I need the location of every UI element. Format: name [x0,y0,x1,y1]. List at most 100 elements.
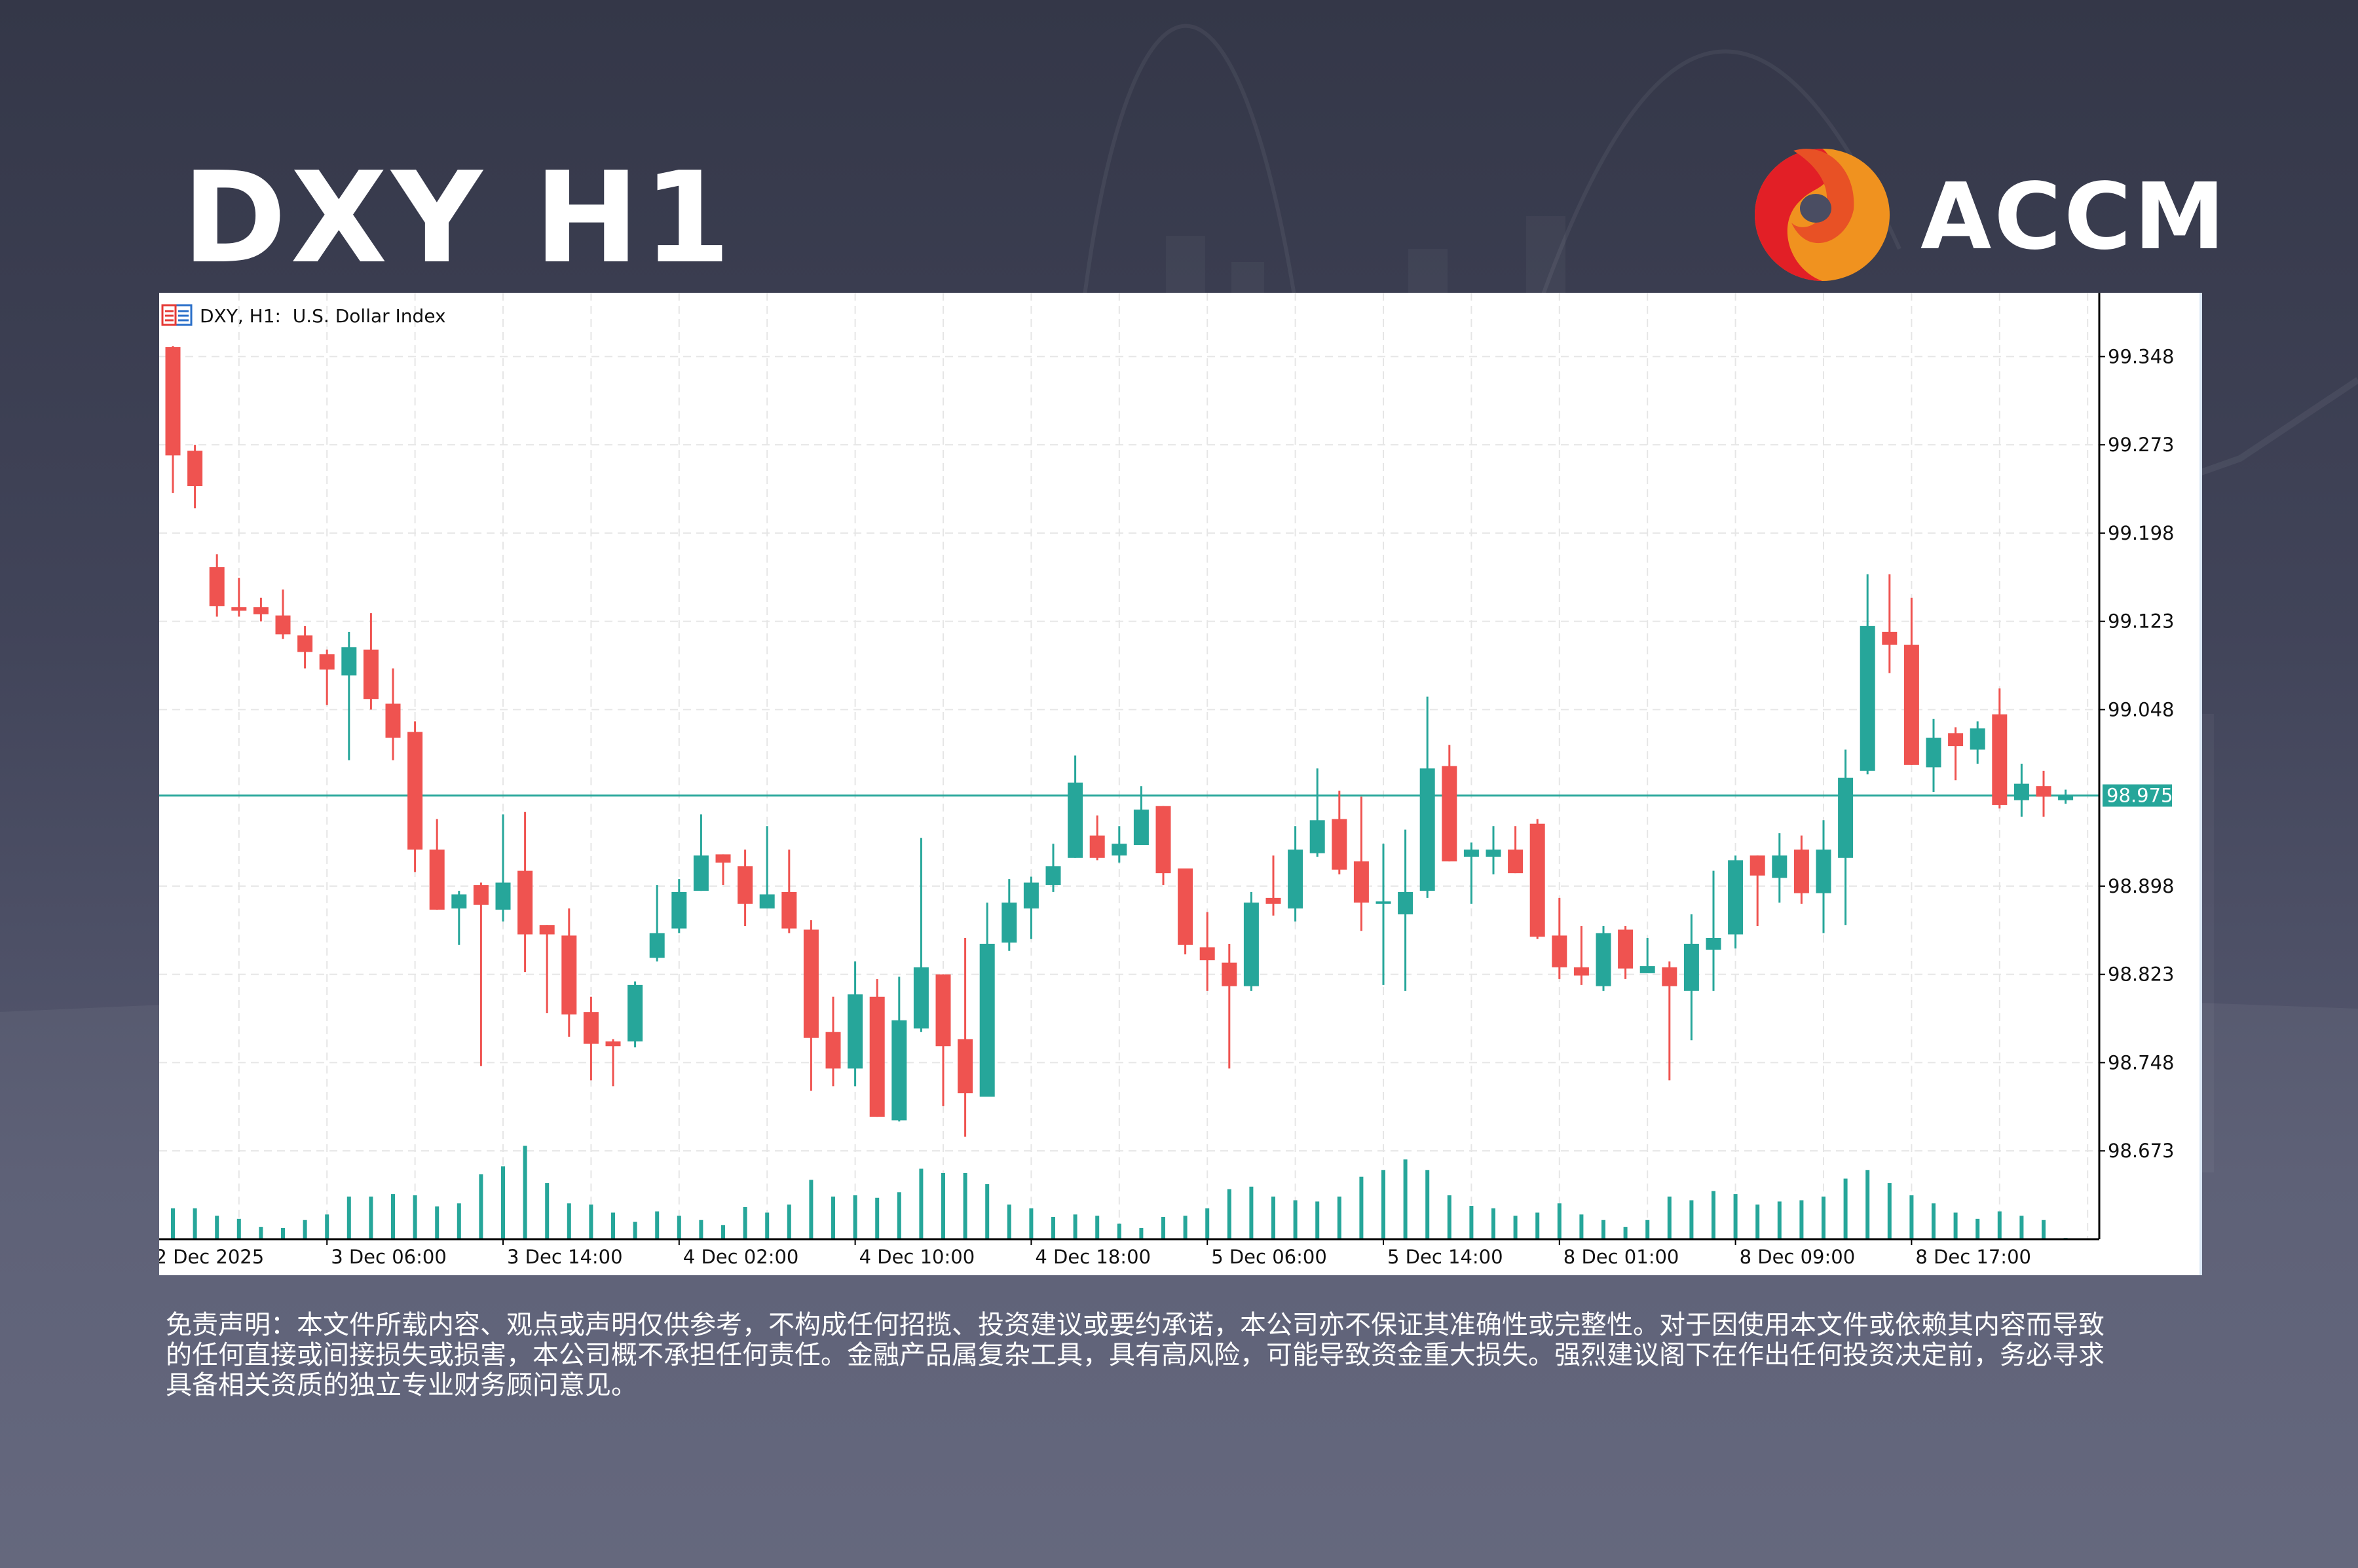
candle-bearish [473,882,489,1066]
candle-bearish [385,668,401,760]
candle-bullish [1772,833,1787,903]
candle-body [517,870,533,935]
candle-bullish [451,891,467,945]
candle-body [759,894,775,909]
candle-bearish [1948,727,1964,781]
candle-body [803,929,819,1038]
candle-body [561,935,577,1015]
candle-bearish [1199,912,1215,991]
candle-body [1442,766,1457,862]
volume-bar [1645,1220,1650,1239]
candle-body [1992,714,2008,805]
candle-body [693,855,709,891]
candle-body [1112,844,1127,856]
volume-bar [545,1183,550,1239]
candle-bearish [1882,574,1898,673]
candle-bullish [1706,870,1721,991]
candle-body [1772,855,1787,878]
volume-bar [523,1146,527,1239]
volume-bar [787,1204,791,1239]
volume-bar [1073,1214,1077,1239]
symbol-icon [161,304,193,326]
candle-body [1089,835,1105,858]
price-tick-label: 98.673 [2108,1140,2174,1162]
candle-body [1376,901,1391,904]
candle-body [1463,849,1479,857]
candle-body [429,849,445,910]
volume-bar [699,1220,703,1239]
volume-bar [985,1184,990,1239]
price-tick-label: 99.048 [2108,698,2174,720]
candle-body [738,866,753,904]
volume-bar [1161,1217,1165,1239]
volume-bar [1491,1208,1495,1239]
volume-bar [1909,1195,1914,1239]
candle-body [1486,849,1501,857]
candle-body [1552,935,1567,967]
candle-body [979,943,995,1097]
candle-body [407,732,423,850]
candle-bearish [319,649,335,705]
volume-bar [589,1204,593,1239]
candle-bearish [165,346,181,493]
candle-body [1903,644,1919,765]
candle-bullish [891,977,907,1122]
candle-body [1816,849,1831,893]
candle-bearish [605,1039,621,1087]
candle-bullish [1838,749,1854,925]
candle-body [1860,625,1875,771]
volume-bar [809,1180,814,1239]
price-tick-label: 99.123 [2108,610,2174,633]
volume-bar [1095,1216,1100,1239]
candle-bearish [187,445,203,509]
volume-bar [919,1168,924,1239]
volume-bar [1205,1208,1210,1239]
volume-bar [325,1214,329,1239]
candle-bearish [583,996,599,1081]
candle-body [1662,967,1677,986]
volume-bar [369,1196,373,1239]
volume-bar [721,1225,725,1239]
volume-bar [1227,1189,1231,1239]
volume-bar [479,1174,483,1239]
candle-body [473,885,489,905]
volume-bar [655,1211,660,1239]
price-tick-label: 99.348 [2108,345,2174,367]
candle-body [1683,943,1699,991]
candle-bearish [429,819,445,910]
candle-body [1529,823,1545,937]
price-tick-label: 99.273 [2108,434,2174,456]
volume-bar [1007,1204,1011,1239]
candle-bullish [2013,764,2029,817]
candle-bullish [1596,926,1611,991]
volume-bar [1029,1208,1034,1239]
candle-body [187,451,203,487]
volume-bar [281,1228,285,1239]
candle-bearish [1529,819,1545,939]
volume-bar [1337,1196,1341,1239]
candle-bearish [825,996,841,1087]
candle-bullish [693,814,709,891]
candle-bearish [1178,868,1193,955]
candle-body [1573,967,1589,976]
time-tick-label: 5 Dec 14:00 [1387,1246,1503,1268]
candle-body [2058,795,2074,800]
candle-bearish [1442,745,1457,862]
candle-bullish [1243,891,1259,991]
price-axis: 99.348 99.273 99.198 99.123 99.048 98.898 98.8… [2099,345,2174,1162]
candle-body [2036,786,2051,797]
candle-body [583,1012,599,1044]
candle-bullish [913,838,929,1032]
candlestick-chart[interactable]: 99.348 99.273 99.198 99.123 99.048 98.898 98.8… [159,293,2199,1275]
candle-body [848,994,863,1069]
volume-bar [1843,1178,1848,1239]
volume-bar [1557,1203,1562,1239]
candle-body [1068,782,1083,858]
candle-body [781,891,797,929]
candle-bearish [1992,688,2008,809]
candle-body [1618,929,1634,969]
volume-bar [1469,1206,1474,1239]
volume-bar [1535,1212,1540,1239]
candle-body [1155,806,1171,874]
candle-bearish [231,578,247,617]
